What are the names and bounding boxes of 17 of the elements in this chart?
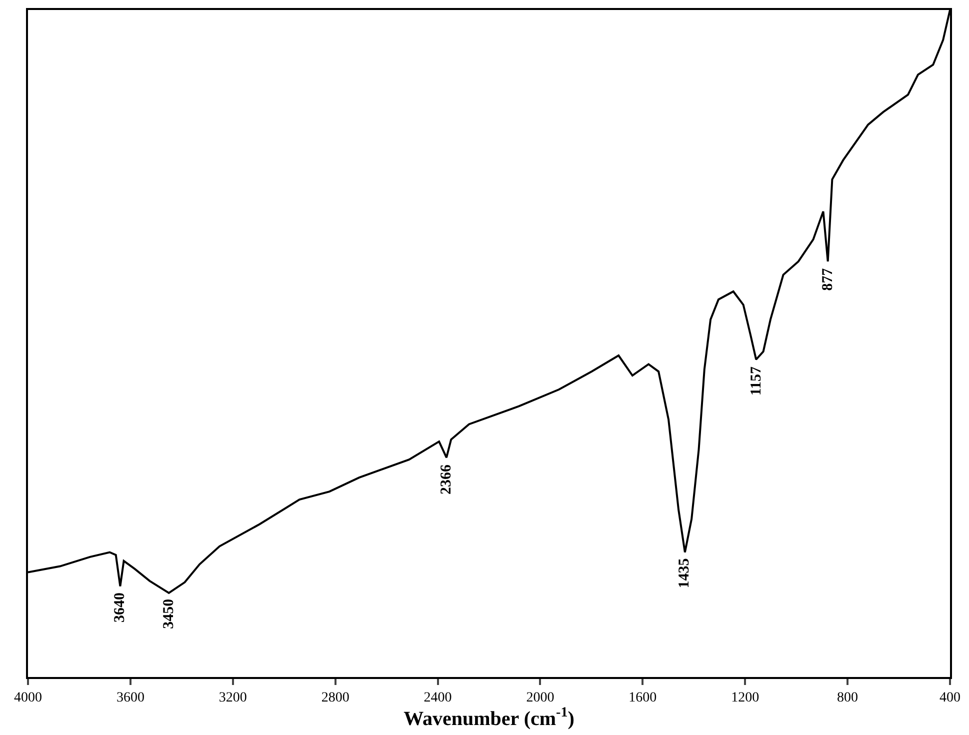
annotation: 2366 bbox=[438, 464, 454, 495]
x-tick-label: 800 bbox=[837, 690, 858, 706]
x-tick-label: 2400 bbox=[424, 690, 452, 706]
annotation: 3450 bbox=[160, 598, 177, 629]
x-tick-label: 2000 bbox=[526, 690, 554, 706]
x-tick-label: 1600 bbox=[628, 690, 657, 706]
x-tick-label: 3600 bbox=[116, 690, 144, 706]
x-tick-label: 4000 bbox=[14, 690, 42, 706]
annotation: 1157 bbox=[748, 366, 765, 396]
x-tick-label: 2800 bbox=[321, 690, 350, 706]
x-axis-title: Wavenumber (cm$^{-1}$) bbox=[404, 706, 574, 730]
annotation: 3640 bbox=[112, 592, 128, 622]
annotation: 877 bbox=[820, 268, 836, 291]
annotation: 1435 bbox=[676, 558, 693, 588]
x-tick-label: 1200 bbox=[731, 690, 760, 706]
x-tick-label: 400 bbox=[940, 690, 960, 706]
x-tick-label: 3200 bbox=[218, 690, 247, 706]
